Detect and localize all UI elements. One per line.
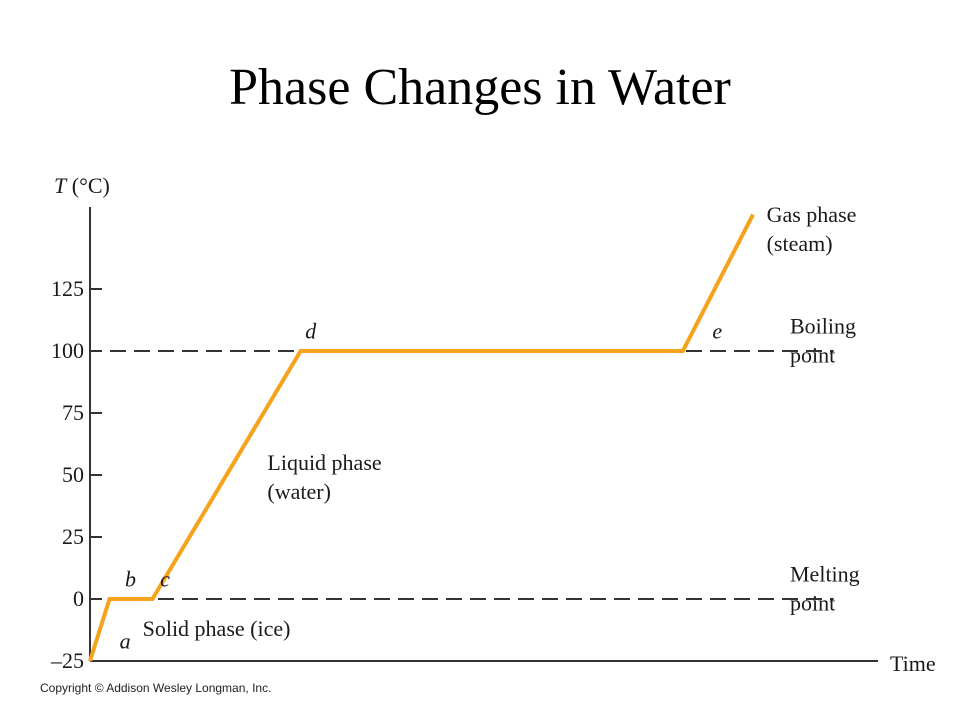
point-labels: a b c d e	[120, 319, 723, 654]
point-label-c: c	[160, 567, 170, 592]
annotation: Liquid phase (water)	[267, 450, 381, 504]
annotation-line: Melting	[790, 562, 860, 587]
y-axis-title-symbol: T	[54, 173, 68, 198]
annotation-line: Liquid phase	[267, 450, 381, 475]
page-title: Phase Changes in Water	[229, 59, 731, 116]
annotations: Gas phase (steam) Boiling point Liquid phase…	[143, 202, 860, 641]
annotation-line: (steam)	[767, 231, 833, 256]
annotation: Gas phase (steam)	[767, 202, 857, 256]
heating-curve	[88, 213, 755, 662]
point-label-a: a	[120, 629, 131, 654]
annotation-line: Gas phase	[767, 202, 857, 227]
y-tick-label: –25	[50, 648, 84, 673]
y-tick-label: 100	[51, 338, 84, 363]
y-tick-label: 75	[62, 400, 84, 425]
annotation-line: point	[790, 343, 835, 368]
axes	[89, 207, 878, 662]
annotation-line: point	[790, 591, 835, 616]
annotation: Boiling point	[790, 314, 856, 368]
y-axis-title: T (°C)	[54, 173, 110, 198]
copyright-notice: Copyright © Addison Wesley Longman, Inc.	[40, 681, 272, 695]
y-tick-label: 125	[51, 276, 84, 301]
heating-curve-group	[88, 213, 755, 662]
point-label-d: d	[305, 319, 317, 344]
annotation-line: (water)	[267, 479, 331, 504]
reference-lines	[110, 350, 834, 600]
annotation: Melting point	[790, 562, 860, 616]
point-label-b: b	[125, 567, 136, 592]
annotation-line: Solid phase (ice)	[143, 616, 291, 641]
annotation: Solid phase (ice)	[143, 616, 291, 641]
annotation-line: Boiling	[790, 314, 856, 339]
y-tick-label: 25	[62, 524, 84, 549]
y-ticks: –25 0 25 50 75 100 125	[50, 276, 102, 673]
y-axis-title-unit: (°C)	[66, 173, 110, 198]
y-tick-label: 50	[62, 462, 84, 487]
point-label-e: e	[712, 319, 722, 344]
x-axis-title: Time	[890, 651, 936, 676]
y-tick-label: 0	[73, 586, 84, 611]
